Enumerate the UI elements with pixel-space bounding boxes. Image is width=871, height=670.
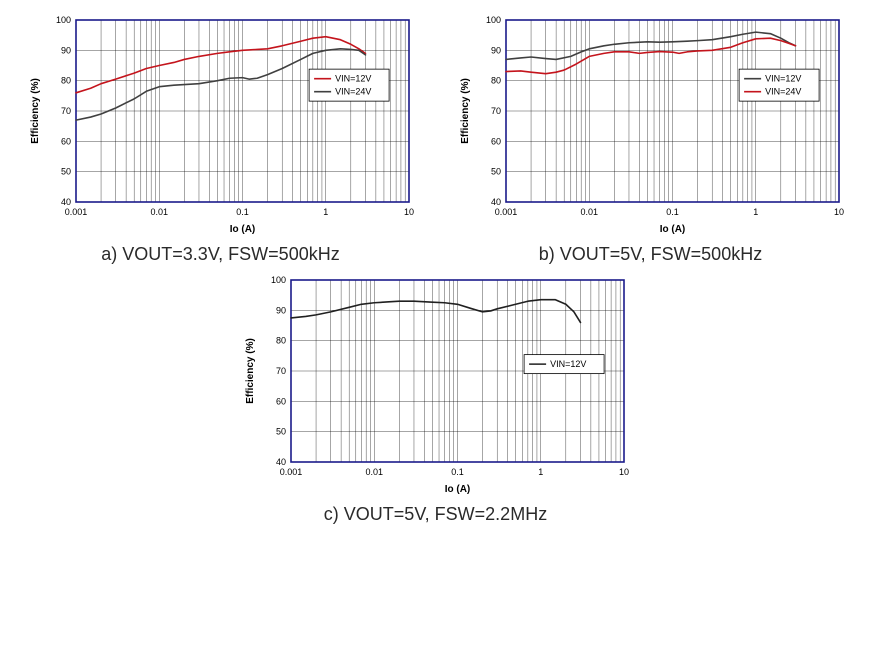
svg-text:0.01: 0.01 xyxy=(365,467,383,477)
svg-text:VIN=12V: VIN=12V xyxy=(550,359,586,369)
chart-a-caption: a) VOUT=3.3V, FSW=500kHz xyxy=(101,244,339,265)
svg-text:0.1: 0.1 xyxy=(236,207,249,217)
svg-text:70: 70 xyxy=(275,366,285,376)
svg-text:VIN=24V: VIN=24V xyxy=(765,87,801,97)
svg-text:0.001: 0.001 xyxy=(64,207,87,217)
svg-text:0.1: 0.1 xyxy=(666,207,679,217)
svg-text:70: 70 xyxy=(490,106,500,116)
svg-text:100: 100 xyxy=(55,15,70,25)
svg-text:0.1: 0.1 xyxy=(451,467,464,477)
svg-text:Efficiency (%): Efficiency (%) xyxy=(245,338,256,404)
chart-a-cell: 40 50 60 70 80 90 100 0.001 0.01 0.1 1 10 Io (A) Effi… xyxy=(21,10,421,265)
svg-text:10: 10 xyxy=(403,207,413,217)
svg-text:Efficiency (%): Efficiency (%) xyxy=(460,78,471,144)
svg-text:100: 100 xyxy=(270,275,285,285)
svg-text:60: 60 xyxy=(490,136,500,146)
svg-text:0.01: 0.01 xyxy=(580,207,598,217)
svg-text:VIN=24V: VIN=24V xyxy=(335,87,371,97)
svg-text:40: 40 xyxy=(275,457,285,467)
svg-text:90: 90 xyxy=(60,45,70,55)
svg-text:Efficiency (%): Efficiency (%) xyxy=(30,78,41,144)
chart-c: 40 50 60 70 80 90 100 0.001 0.01 0.1 1 10 Io (A) Effi… xyxy=(236,270,636,500)
svg-text:50: 50 xyxy=(490,167,500,177)
svg-text:80: 80 xyxy=(60,76,70,86)
chart-b-caption: b) VOUT=5V, FSW=500kHz xyxy=(539,244,762,265)
svg-text:10: 10 xyxy=(833,207,843,217)
chart-c-cell: 40 50 60 70 80 90 100 0.001 0.01 0.1 1 10 Io (A) Effi… xyxy=(236,270,636,525)
svg-text:60: 60 xyxy=(275,396,285,406)
svg-text:40: 40 xyxy=(490,197,500,207)
chart-c-caption: c) VOUT=5V, FSW=2.2MHz xyxy=(324,504,547,525)
svg-text:1: 1 xyxy=(753,207,758,217)
svg-text:10: 10 xyxy=(618,467,628,477)
svg-text:90: 90 xyxy=(490,45,500,55)
svg-text:80: 80 xyxy=(275,336,285,346)
svg-text:70: 70 xyxy=(60,106,70,116)
chart-b-cell: 40 50 60 70 80 90 100 0.001 0.01 0.1 1 10 Io (A) Effi… xyxy=(451,10,851,265)
svg-text:0.01: 0.01 xyxy=(150,207,168,217)
svg-text:VIN=12V: VIN=12V xyxy=(335,74,371,84)
svg-text:0.001: 0.001 xyxy=(279,467,302,477)
svg-text:VIN=12V: VIN=12V xyxy=(765,74,801,84)
svg-text:50: 50 xyxy=(275,427,285,437)
svg-text:90: 90 xyxy=(275,305,285,315)
svg-text:Io (A): Io (A) xyxy=(444,484,470,495)
svg-text:80: 80 xyxy=(490,76,500,86)
svg-text:100: 100 xyxy=(485,15,500,25)
svg-text:60: 60 xyxy=(60,136,70,146)
svg-text:1: 1 xyxy=(538,467,543,477)
chart-b: 40 50 60 70 80 90 100 0.001 0.01 0.1 1 10 Io (A) Effi… xyxy=(451,10,851,240)
svg-text:40: 40 xyxy=(60,197,70,207)
svg-text:Io (A): Io (A) xyxy=(229,224,255,235)
svg-text:1: 1 xyxy=(323,207,328,217)
svg-text:0.001: 0.001 xyxy=(494,207,517,217)
svg-text:50: 50 xyxy=(60,167,70,177)
svg-text:Io (A): Io (A) xyxy=(659,224,685,235)
chart-a: 40 50 60 70 80 90 100 0.001 0.01 0.1 1 10 Io (A) Effi… xyxy=(21,10,421,240)
